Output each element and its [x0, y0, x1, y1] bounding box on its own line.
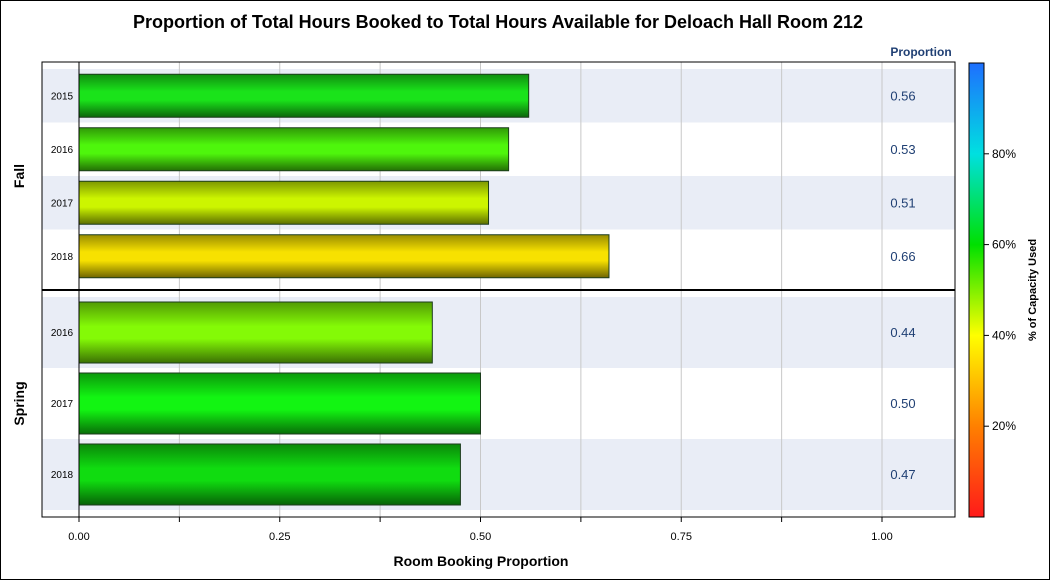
x-tick-label: 0.50 — [470, 531, 491, 543]
value-label: 0.53 — [890, 142, 915, 157]
category-label: 2017 — [51, 399, 74, 410]
bar-fall-2016 — [78, 127, 510, 172]
value-label: 0.47 — [890, 467, 915, 482]
chart-title: Proportion of Total Hours Booked to Tota… — [133, 12, 863, 32]
category-label: 2015 — [51, 91, 74, 102]
colorbar-title: % of Capacity Used — [1027, 239, 1039, 341]
colorbar-tick-label: 80% — [992, 147, 1016, 161]
group-label-spring: Spring — [11, 381, 27, 425]
colorbar — [968, 62, 985, 518]
bar-spring-2017 — [78, 372, 481, 435]
value-label: 0.50 — [890, 396, 915, 411]
category-label: 2016 — [51, 145, 74, 156]
x-tick-label: 1.00 — [871, 531, 892, 543]
category-label: 2018 — [51, 470, 74, 481]
x-axis-label: Room Booking Proportion — [394, 553, 569, 569]
value-label: 0.44 — [890, 325, 915, 340]
value-label: 0.51 — [890, 195, 915, 210]
bar-spring-2016 — [78, 301, 433, 364]
group-label-fall: Fall — [11, 164, 27, 188]
x-tick-label: 0.25 — [269, 531, 290, 543]
colorbar-tick-label: 40% — [992, 328, 1016, 342]
bar-fall-2018 — [78, 234, 610, 279]
category-label: 2018 — [51, 252, 74, 263]
x-tick-label: 0.00 — [68, 531, 89, 543]
category-label: 2017 — [51, 198, 74, 209]
colorbar-tick-label: 60% — [992, 238, 1016, 252]
bar-fall-2017 — [78, 180, 490, 225]
bar-fall-2015 — [78, 73, 530, 118]
value-column-header: Proportion — [890, 45, 951, 59]
value-label: 0.56 — [890, 88, 915, 103]
x-tick-label: 0.75 — [671, 531, 692, 543]
value-label: 0.66 — [890, 249, 915, 264]
bar-spring-2018 — [78, 443, 461, 506]
colorbar-tick-label: 20% — [992, 419, 1016, 433]
category-label: 2016 — [51, 328, 74, 339]
